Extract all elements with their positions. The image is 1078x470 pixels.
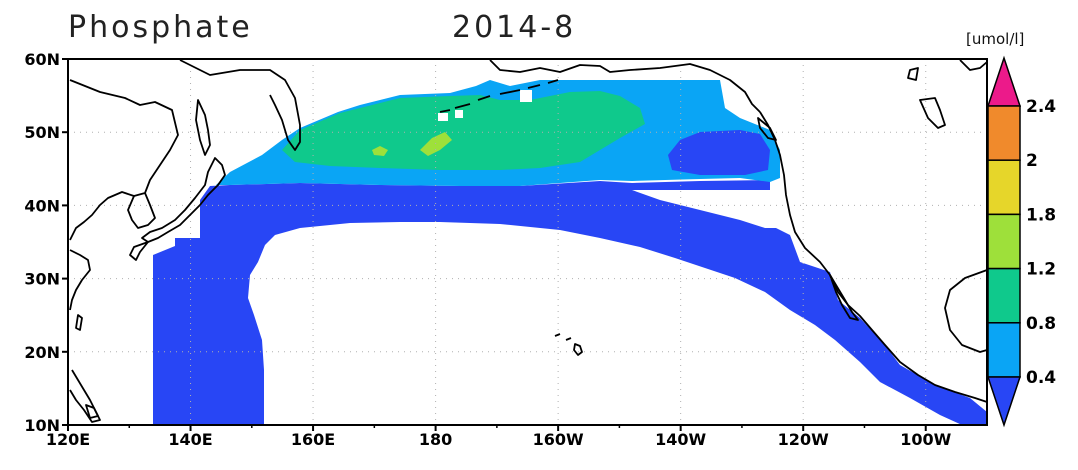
coastline-asia	[69, 79, 179, 241]
colorbar-label: 0.8	[1026, 314, 1056, 334]
coastline-baja	[829, 274, 859, 321]
map-title-date: 2014-8	[452, 10, 577, 45]
lon-tick-label: 140W	[655, 430, 706, 449]
colorbar-swatch	[987, 105, 1021, 161]
lat-tick-label: 50N	[24, 123, 60, 142]
colorbar-swatch	[987, 322, 1021, 378]
colorbar-swatch	[987, 159, 1021, 216]
map-grid	[68, 59, 987, 425]
field-gap	[438, 113, 448, 121]
field-region-1-8-patch-small	[372, 146, 388, 156]
lat-tick-label: 40N	[24, 196, 60, 215]
lon-tick-label: 100W	[900, 430, 951, 449]
coastline-japan	[141, 157, 226, 243]
lat-tick-label: 20N	[24, 343, 60, 362]
field-region-alaska-low	[668, 130, 770, 175]
lon-tick-label: 120E	[46, 430, 90, 449]
colorbar-swatch-bottom	[986, 376, 1022, 428]
coastline-vancouver-island	[757, 117, 777, 141]
coastline-sakhalin	[195, 99, 211, 156]
lon-tick-label: 160W	[533, 430, 584, 449]
lon-tick-label: 180	[419, 430, 452, 449]
coastline-philippines-islands	[85, 404, 99, 419]
map-title-variable: Phosphate	[68, 10, 253, 45]
lat-tick-label: 10N	[24, 416, 60, 435]
colorbar-label: 1.8	[1026, 205, 1056, 225]
colorbar-swatch	[987, 213, 1021, 270]
coastline-kyushu	[129, 241, 149, 261]
coastline-aleutians	[439, 79, 559, 113]
colorbar-units: [umol/l]	[966, 30, 1025, 48]
coastline-inland-lake	[919, 97, 946, 129]
colorbar-label: 2.4	[1026, 97, 1056, 117]
field-gap	[520, 90, 532, 102]
field-region-0-4-band	[153, 180, 987, 425]
colorbar-swatch-top	[986, 55, 1022, 107]
lat-tick-label: 60N	[24, 50, 60, 69]
coastline-hawaii	[554, 333, 583, 356]
field-gap	[455, 110, 463, 118]
coastline-northeast	[959, 59, 988, 71]
coastline-alaska	[489, 59, 761, 113]
colorbar-label: 1.2	[1026, 260, 1056, 280]
coastline-gulf-of-mexico	[944, 269, 988, 353]
coastline-north-america-west	[759, 111, 988, 403]
colorbar-swatch	[987, 267, 1021, 324]
colorbar-label: 2	[1026, 151, 1038, 171]
coastline-taiwan	[75, 314, 83, 331]
lon-tick-label: 140E	[168, 430, 212, 449]
field-gap-east	[632, 190, 780, 228]
map-axes: 10N 20N 30N 40N 50N 60N 120E 140E 160E 180 160W 140…	[24, 50, 951, 449]
colorbar: 0.4 0.8 1.2 1.8 2 2.4	[986, 55, 1056, 428]
coastline-korea	[127, 192, 156, 229]
coastline-philippines	[69, 369, 101, 423]
lon-tick-label: 160E	[291, 430, 335, 449]
coastlines	[69, 59, 988, 423]
colorbar-label: 0.4	[1026, 368, 1056, 388]
lat-tick-label: 30N	[24, 270, 60, 289]
plot-frame	[67, 58, 988, 426]
coastline-kamchatka	[179, 59, 301, 151]
lon-tick-label: 120W	[778, 430, 829, 449]
coastline-china	[69, 249, 91, 311]
coastline-inland-lake-2	[907, 67, 919, 81]
phosphate-field	[153, 80, 987, 425]
